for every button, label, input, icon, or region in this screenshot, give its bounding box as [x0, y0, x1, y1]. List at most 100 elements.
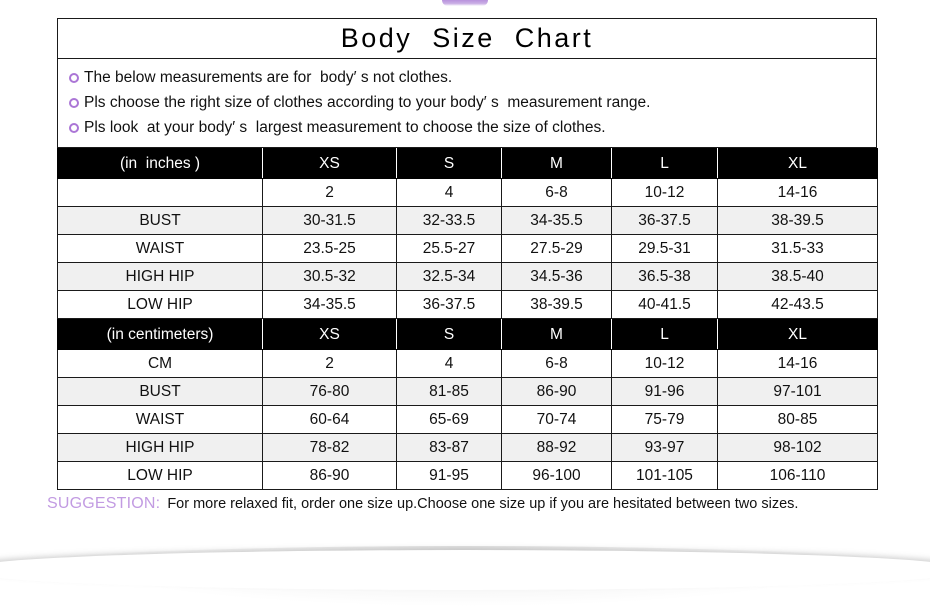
table-row: CM 2 4 6-8 10-12 14-16 [57, 349, 878, 378]
suggestion-text: For more relaxed fit, order one size up.… [167, 496, 799, 512]
cell-value: 2 [262, 349, 397, 378]
cell-value: 34-35.5 [501, 206, 612, 235]
suggestion-label: SUGGESTION: [47, 495, 161, 512]
cell-value: 34.5-36 [501, 262, 612, 291]
cell-value: 106-110 [717, 461, 878, 490]
table-row: WAIST 60-64 65-69 70-74 75-79 80-85 [57, 405, 878, 434]
cm-unit-label: (in centimeters) [57, 319, 263, 350]
inches-col-m: M [501, 148, 612, 179]
centimeters-size-table: (in centimeters) XS S M L XL CM 2 4 6-8 … [57, 319, 878, 490]
cell-value: 96-100 [501, 461, 612, 490]
cell-value: 36-37.5 [611, 206, 718, 235]
note-text: Pls look at your body′ s largest measure… [84, 118, 606, 136]
row-label [57, 178, 263, 207]
cell-value: 38-39.5 [717, 206, 878, 235]
table-row: LOW HIP 34-35.5 36-37.5 38-39.5 40-41.5 … [57, 290, 878, 319]
row-label: LOW HIP [57, 461, 263, 490]
table-row: BUST 30-31.5 32-33.5 34-35.5 36-37.5 38-… [57, 206, 878, 235]
row-label: HIGH HIP [57, 433, 263, 462]
top-purple-fragment [442, 0, 488, 6]
inches-unit-label: (in inches ) [57, 148, 263, 179]
note-item: Pls look at your body′ s largest measure… [58, 115, 876, 140]
notes-box: The below measurements are for body′ s n… [57, 58, 877, 148]
cell-value: 86-90 [501, 377, 612, 406]
table-row: BUST 76-80 81-85 86-90 91-96 97-101 [57, 377, 878, 406]
table-row: LOW HIP 86-90 91-95 96-100 101-105 106-1… [57, 461, 878, 490]
inches-col-xl: XL [717, 148, 878, 179]
table-row: WAIST 23.5-25 25.5-27 27.5-29 29.5-31 31… [57, 234, 878, 263]
cell-value: 14-16 [717, 349, 878, 378]
inches-col-xs: XS [262, 148, 397, 179]
cm-col-xs: XS [262, 319, 397, 350]
cell-value: 4 [396, 178, 502, 207]
cell-value: 10-12 [611, 349, 718, 378]
inches-col-s: S [396, 148, 502, 179]
cell-value: 14-16 [717, 178, 878, 207]
cell-value: 4 [396, 349, 502, 378]
note-item: The below measurements are for body′ s n… [58, 65, 876, 90]
cell-value: 80-85 [717, 405, 878, 434]
page-title: Body Size Chart [340, 23, 594, 53]
inches-size-table: (in inches ) XS S M L XL 2 4 6-8 10-12 1… [57, 148, 878, 319]
cell-value: 36-37.5 [396, 290, 502, 319]
cell-value: 6-8 [501, 178, 612, 207]
note-item: Pls choose the right size of clothes acc… [58, 90, 876, 115]
cell-value: 101-105 [611, 461, 718, 490]
cell-value: 40-41.5 [611, 290, 718, 319]
cm-col-xl: XL [717, 319, 878, 350]
cm-col-m: M [501, 319, 612, 350]
cell-value: 25.5-27 [396, 234, 502, 263]
cell-value: 83-87 [396, 433, 502, 462]
cell-value: 29.5-31 [611, 234, 718, 263]
cell-value: 38-39.5 [501, 290, 612, 319]
cell-value: 42-43.5 [717, 290, 878, 319]
cm-col-s: S [396, 319, 502, 350]
row-label: BUST [57, 206, 263, 235]
page-bottom-shadow [0, 540, 930, 606]
note-text: The below measurements are for body′ s n… [84, 68, 453, 86]
cell-value: 38.5-40 [717, 262, 878, 291]
inches-col-l: L [611, 148, 718, 179]
cell-value: 31.5-33 [717, 234, 878, 263]
bullet-circle-icon [64, 95, 84, 110]
table-row: HIGH HIP 78-82 83-87 88-92 93-97 98-102 [57, 433, 878, 462]
cell-value: 65-69 [396, 405, 502, 434]
cell-value: 81-85 [396, 377, 502, 406]
cell-value: 6-8 [501, 349, 612, 378]
cell-value: 86-90 [262, 461, 397, 490]
cm-col-l: L [611, 319, 718, 350]
cell-value: 91-96 [611, 377, 718, 406]
inches-header-row: (in inches ) XS S M L XL [57, 148, 878, 179]
cell-value: 23.5-25 [262, 234, 397, 263]
row-label: WAIST [57, 234, 263, 263]
cell-value: 34-35.5 [262, 290, 397, 319]
cell-value: 93-97 [611, 433, 718, 462]
cell-value: 32-33.5 [396, 206, 502, 235]
cell-value: 2 [262, 178, 397, 207]
cell-value: 78-82 [262, 433, 397, 462]
cell-value: 88-92 [501, 433, 612, 462]
cell-value: 98-102 [717, 433, 878, 462]
cell-value: 32.5-34 [396, 262, 502, 291]
cell-value: 36.5-38 [611, 262, 718, 291]
cm-header-row: (in centimeters) XS S M L XL [57, 319, 878, 350]
suggestion-footer: SUGGESTION: For more relaxed fit, order … [47, 495, 907, 513]
row-label: LOW HIP [57, 290, 263, 319]
chart-title-box: Body Size Chart [57, 18, 877, 58]
note-text: Pls choose the right size of clothes acc… [84, 93, 651, 111]
cell-value: 75-79 [611, 405, 718, 434]
row-label: BUST [57, 377, 263, 406]
cell-value: 30.5-32 [262, 262, 397, 291]
row-label: CM [57, 349, 263, 378]
table-row: 2 4 6-8 10-12 14-16 [57, 178, 878, 207]
bullet-circle-icon [64, 70, 84, 85]
cell-value: 97-101 [717, 377, 878, 406]
bullet-circle-icon [64, 120, 84, 135]
cell-value: 27.5-29 [501, 234, 612, 263]
cell-value: 60-64 [262, 405, 397, 434]
cell-value: 10-12 [611, 178, 718, 207]
cell-value: 91-95 [396, 461, 502, 490]
row-label: HIGH HIP [57, 262, 263, 291]
cell-value: 76-80 [262, 377, 397, 406]
